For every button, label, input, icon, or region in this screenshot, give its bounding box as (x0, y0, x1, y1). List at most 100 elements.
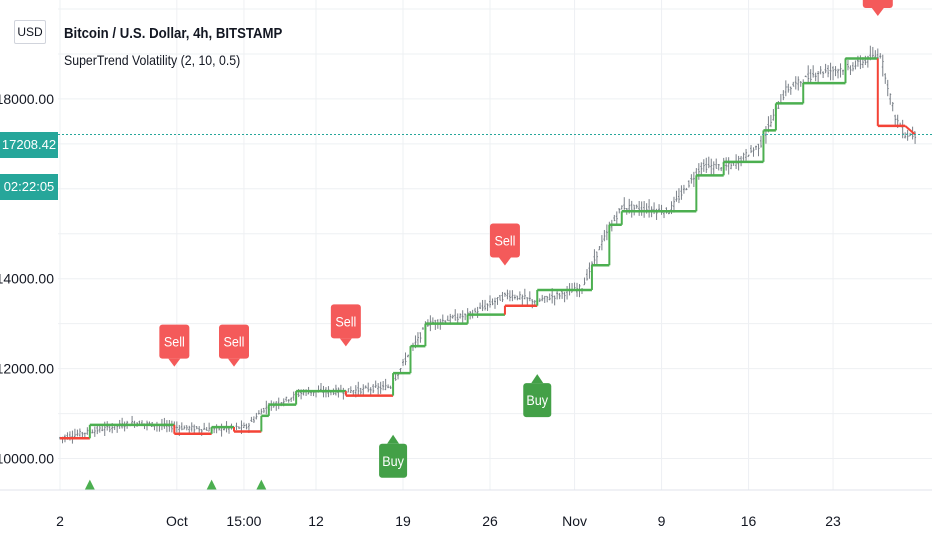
candle (672, 196, 675, 213)
candle (421, 327, 424, 330)
candle (513, 294, 516, 300)
sell-label: Sell (489, 223, 520, 266)
candle (498, 294, 501, 301)
candle (484, 299, 487, 311)
currency-button[interactable]: USD (14, 20, 46, 44)
candle (772, 109, 775, 121)
candle (871, 46, 874, 59)
candle (682, 184, 685, 194)
indicator-legend[interactable]: SuperTrend Volatility (2, 10, 0.5) (64, 52, 241, 68)
candle (725, 157, 728, 171)
candle (697, 163, 700, 180)
candle (906, 129, 909, 141)
candle (700, 162, 703, 176)
candle (526, 297, 529, 305)
x-tick-label: 15:00 (226, 513, 261, 529)
candle (116, 425, 119, 433)
sell-label: Sell (330, 304, 361, 347)
supertrend-line (60, 57, 916, 440)
x-tick-label: 26 (482, 513, 498, 529)
x-tick-label: 19 (395, 513, 411, 529)
candle (886, 79, 889, 97)
candle (215, 424, 218, 434)
candle (807, 65, 810, 83)
candle (561, 290, 564, 299)
candle (252, 416, 255, 424)
candle (73, 428, 76, 438)
candle (195, 426, 198, 430)
candle (755, 145, 757, 151)
candle (727, 157, 730, 175)
candle (822, 71, 825, 79)
candle (794, 76, 797, 90)
candle (528, 291, 531, 302)
candle (705, 157, 708, 173)
candle (710, 158, 713, 175)
candle (290, 397, 293, 403)
candle (842, 69, 844, 75)
candle (389, 385, 392, 389)
candle (441, 314, 444, 324)
candle (881, 54, 884, 77)
candle (750, 145, 753, 154)
time-axis[interactable]: 2 Oct 15:00 12 19 26 Nov 9 16 23 (0, 489, 932, 550)
candle (583, 277, 586, 286)
candle (563, 291, 566, 303)
candle (163, 417, 166, 429)
candle (464, 313, 467, 321)
candle (454, 309, 457, 321)
candle (809, 69, 812, 83)
candle (600, 235, 603, 251)
candle (404, 352, 407, 366)
candle (155, 421, 158, 432)
candle (846, 59, 849, 71)
candle (185, 425, 188, 431)
candle (357, 381, 360, 396)
candle (720, 167, 723, 172)
candle (242, 422, 245, 429)
candle (824, 63, 827, 74)
candle (86, 427, 89, 435)
candle (257, 410, 260, 415)
x-tick-label: 9 (658, 513, 666, 529)
candle (839, 63, 842, 78)
sell-label-pointer (228, 358, 240, 367)
sell-label-box (159, 324, 190, 359)
time-axis-background (0, 490, 932, 550)
candle (180, 422, 183, 431)
candle (479, 302, 482, 310)
buy-label: Buy (379, 434, 408, 478)
candle (364, 385, 367, 389)
sell-label-box (489, 223, 520, 258)
candle (76, 429, 79, 437)
candle (108, 425, 111, 433)
candle (153, 425, 156, 431)
sell-label-pointer (168, 358, 181, 367)
y-tick-label: 14000.00 (0, 271, 54, 287)
buy-label-pointer (531, 374, 544, 384)
candle (814, 72, 817, 82)
sell-label: Sell (159, 324, 190, 367)
candle (769, 114, 772, 128)
sell-label-pointer (498, 257, 511, 266)
candle (737, 155, 740, 171)
candle (884, 73, 887, 84)
candle (501, 291, 504, 302)
candle (789, 86, 792, 95)
candle (461, 310, 464, 323)
candle (603, 229, 606, 242)
candle (827, 65, 830, 78)
price-axis[interactable]: 10000.00 12000.00 14000.00 18000.00 (0, 91, 54, 467)
candle-series (59, 45, 917, 444)
last-price-tag: 17208.42 (0, 132, 58, 158)
candle (630, 200, 633, 218)
candle (605, 224, 608, 241)
candle (834, 66, 837, 77)
candle (503, 292, 506, 297)
candle (879, 53, 882, 59)
candle (690, 174, 693, 184)
candle (407, 354, 409, 358)
candle (702, 159, 705, 172)
candle (784, 80, 787, 97)
